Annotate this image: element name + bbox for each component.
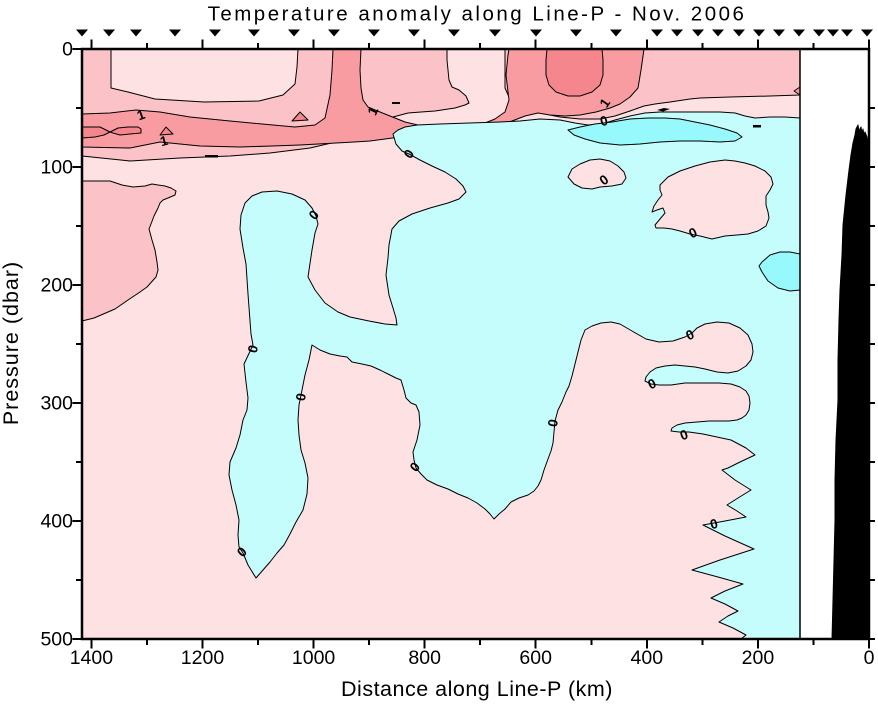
svg-text:200: 200 bbox=[742, 647, 775, 669]
svg-text:0: 0 bbox=[62, 39, 73, 61]
svg-text:1200: 1200 bbox=[181, 647, 225, 669]
svg-text:100: 100 bbox=[40, 157, 73, 179]
svg-text:400: 400 bbox=[40, 511, 73, 533]
svg-text:0: 0 bbox=[293, 392, 309, 402]
svg-text:Distance along Line-P (km): Distance along Line-P (km) bbox=[341, 677, 613, 701]
svg-text:500: 500 bbox=[40, 629, 73, 651]
svg-text:0: 0 bbox=[545, 418, 561, 428]
svg-text:0: 0 bbox=[245, 343, 261, 354]
svg-text:300: 300 bbox=[40, 393, 73, 415]
svg-text:800: 800 bbox=[408, 647, 441, 669]
svg-text:600: 600 bbox=[519, 647, 552, 669]
svg-text:1000: 1000 bbox=[292, 647, 336, 669]
svg-text:0: 0 bbox=[864, 647, 875, 669]
svg-text:200: 200 bbox=[40, 275, 73, 297]
svg-text:0: 0 bbox=[708, 516, 719, 532]
svg-text:1400: 1400 bbox=[70, 647, 114, 669]
svg-text:Temperature anomaly along Line: Temperature anomaly along Line-P - Nov. … bbox=[208, 3, 747, 26]
svg-text:0: 0 bbox=[598, 113, 609, 129]
svg-text:1: 1 bbox=[158, 133, 170, 150]
svg-text:400: 400 bbox=[631, 647, 664, 669]
svg-text:Pressure (dbar): Pressure (dbar) bbox=[0, 261, 23, 425]
